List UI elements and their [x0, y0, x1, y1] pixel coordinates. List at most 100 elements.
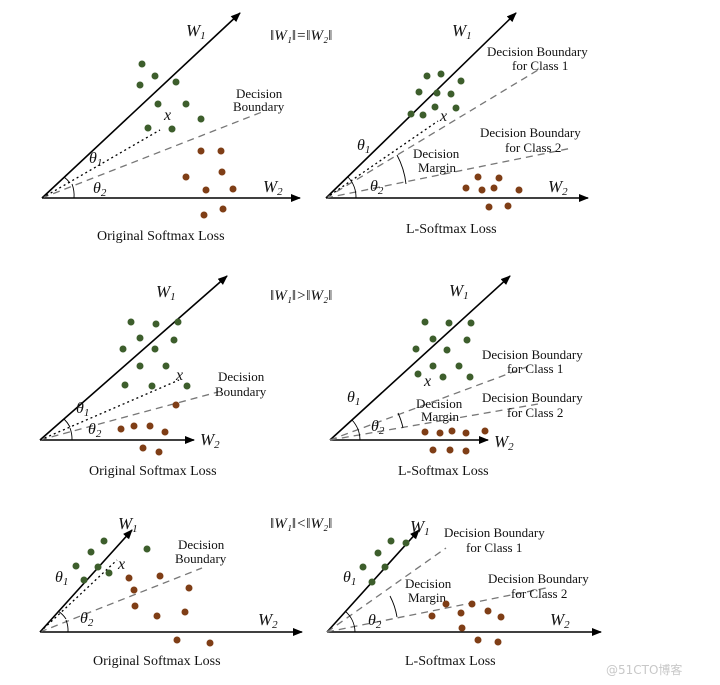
- x-label: x: [439, 108, 447, 125]
- margin-line2: Margin: [421, 409, 460, 424]
- boundary-label: Boundary: [215, 384, 267, 399]
- row2-norm-relation: ‖W₁‖>‖W₂‖: [270, 288, 332, 304]
- theta2-label: θ2: [371, 418, 385, 437]
- w2-label: W2: [263, 177, 283, 198]
- w2-label: W2: [258, 610, 278, 631]
- theta2-label: θ2: [370, 178, 384, 197]
- lsoftmax-caption: L-Softmax Loss: [405, 654, 496, 669]
- db-class2-line1: Decision Boundary: [488, 571, 589, 586]
- margin-line1: Decision: [405, 576, 452, 591]
- theta2-arc: [69, 427, 73, 441]
- row-1: ‖W₁‖=‖W₂‖ W1 W2 θ1 θ2 x Decision Boundar…: [41, 12, 589, 244]
- x-vector-dotted: [39, 379, 180, 441]
- w1-label: W1: [156, 282, 176, 303]
- class1-points: [136, 60, 205, 133]
- margin-line1: Decision: [416, 396, 463, 411]
- row3-norm-relation: ‖W₁‖<‖W₂‖: [270, 516, 332, 532]
- theta1-label: θ1: [76, 400, 89, 419]
- w2-label: W2: [550, 610, 570, 631]
- boundary-label: Boundary: [175, 551, 227, 566]
- theta1-label: θ1: [347, 389, 360, 408]
- db-class1-line1: Decision Boundary: [482, 347, 583, 362]
- row-2: ‖W₁‖>‖W₂‖ W1 W2 θ1 θ2 x Decision Boundar…: [39, 275, 583, 479]
- w2-label: W2: [200, 430, 220, 451]
- w1-label: W1: [449, 281, 469, 302]
- decision-label: Decision: [236, 86, 283, 101]
- class1-points: [412, 318, 475, 381]
- x-label: x: [117, 556, 125, 573]
- db-class1-line1: Decision Boundary: [444, 525, 545, 540]
- boundary-class2-line: [325, 147, 573, 199]
- boundary-label: Boundary: [233, 99, 285, 114]
- theta1-arc: [63, 418, 71, 428]
- theta1-label: θ1: [89, 150, 102, 169]
- theta2-label: θ2: [93, 180, 107, 199]
- original-caption: Original Softmax Loss: [89, 464, 217, 479]
- theta1-label: θ1: [357, 137, 370, 156]
- class2-points: [117, 401, 180, 456]
- db-class1-line1: Decision Boundary: [487, 44, 588, 59]
- theta-arc: [347, 176, 357, 199]
- w2-label: W2: [494, 432, 514, 453]
- original-caption: Original Softmax Loss: [93, 654, 221, 669]
- w1-label: W1: [118, 514, 138, 535]
- row3-lsoftmax-panel: W1 W2 θ1 θ2 Decision Boundary for Class …: [326, 517, 602, 669]
- class1-points: [359, 537, 410, 586]
- decision-boundary-line: [39, 391, 219, 441]
- class1-points: [72, 537, 151, 584]
- theta-arc: [351, 419, 361, 441]
- lsoftmax-caption: L-Softmax Loss: [406, 222, 497, 237]
- theta1-label: θ1: [55, 569, 68, 588]
- theta2-arc: [65, 619, 69, 633]
- w1-axis: [325, 12, 517, 199]
- w2-label: W2: [548, 177, 568, 198]
- x-vector-dotted: [39, 559, 118, 633]
- db-class2-line1: Decision Boundary: [480, 125, 581, 140]
- db-class2-line2: for Class 2: [507, 405, 563, 420]
- theta1-arc: [63, 176, 71, 184]
- row2-original-panel: W1 W2 θ1 θ2 x Decision Boundary Original…: [39, 275, 267, 479]
- w1-axis: [329, 275, 511, 441]
- theta2-label: θ2: [80, 610, 94, 629]
- row3-original-panel: W1 W2 θ1 θ2 x Decision Boundary Original…: [39, 514, 303, 669]
- w1-label: W1: [186, 21, 206, 42]
- margin-line2: Margin: [418, 160, 457, 175]
- row1-original-panel: W1 W2 θ1 θ2 x Decision Boundary Original…: [41, 12, 301, 244]
- margin-arc: [397, 412, 404, 429]
- db-class2-line2: for Class 2: [505, 140, 561, 155]
- db-class1-line2: for Class 1: [507, 361, 563, 376]
- decision-label: Decision: [178, 537, 225, 552]
- w1-label: W1: [452, 21, 472, 42]
- w1-axis: [41, 12, 241, 199]
- db-class1-line2: for Class 1: [466, 540, 522, 555]
- row-3: ‖W₁‖<‖W₂‖ W1 W2 θ1 θ2 x Decision Boundar…: [39, 514, 602, 669]
- row1-lsoftmax-panel: W1 W2 θ1 θ2 x Decision Boundary for Clas…: [325, 12, 589, 237]
- x-label: x: [175, 367, 183, 384]
- boundary-class1-line: [325, 69, 539, 199]
- theta-arc: [344, 610, 356, 633]
- class2-points: [462, 173, 523, 211]
- lsoftmax-caption: L-Softmax Loss: [398, 464, 489, 479]
- db-class2-line1: Decision Boundary: [482, 390, 583, 405]
- decision-boundary-line: [39, 567, 203, 633]
- w1-axis: [39, 275, 228, 441]
- margin-arc: [389, 595, 398, 618]
- class1-points: [119, 318, 191, 390]
- w1-label: W1: [410, 517, 430, 538]
- original-caption: Original Softmax Loss: [97, 229, 225, 244]
- decision-label: Decision: [218, 369, 265, 384]
- theta2-label: θ2: [88, 421, 102, 440]
- class2-points: [421, 427, 489, 455]
- watermark: @51CTO博客: [606, 662, 682, 677]
- boundary-class1-line: [326, 547, 447, 633]
- db-class2-line2: for Class 2: [511, 586, 567, 601]
- x-label: x: [163, 107, 171, 124]
- theta2-arc: [71, 183, 75, 199]
- class2-points: [182, 147, 237, 219]
- theta1-label: θ1: [343, 569, 356, 588]
- class2-points: [428, 600, 505, 646]
- class2-points: [125, 572, 214, 647]
- row1-norm-relation: ‖W₁‖=‖W₂‖: [270, 28, 332, 44]
- theta1-arc: [57, 610, 67, 620]
